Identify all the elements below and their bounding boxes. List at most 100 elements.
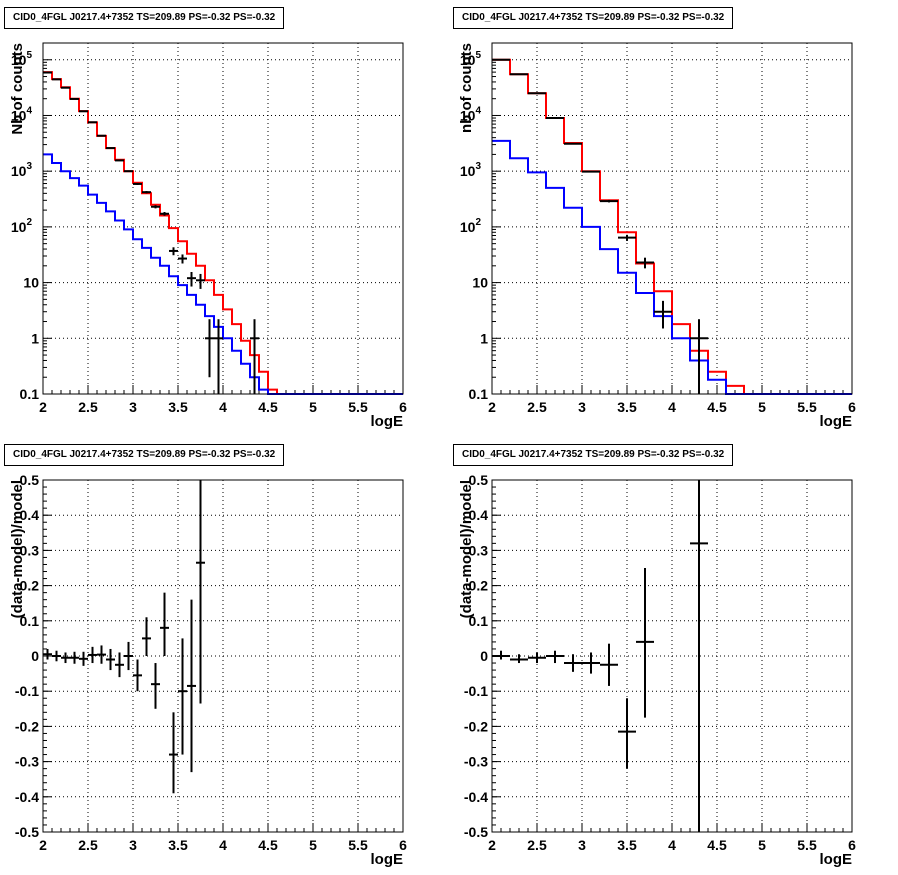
y-tick-label: 1 bbox=[31, 330, 39, 346]
x-tick-label: 2.5 bbox=[527, 837, 547, 853]
x-tick-label: 3 bbox=[129, 837, 137, 853]
x-tick-label: 3.5 bbox=[168, 837, 188, 853]
chart-title-bottom-right: CID0_4FGL J0217.4+7352 TS=209.89 PS=-0.3… bbox=[453, 444, 734, 466]
data-point bbox=[178, 254, 187, 264]
data-point bbox=[106, 648, 115, 671]
chart-pad-top-left: 2 2.5 3 3.5 4 4.5 5 5.5 60.1110102103104105logEN… bbox=[9, 42, 407, 430]
chart-pad-bottom-right: 2 2.5 3 3.5 4 4.5 5 5.5 6 -0.5 -0.4 -0.3 -0.2 -0.1 0 0.… bbox=[458, 472, 856, 868]
x-tick-label: 4.5 bbox=[258, 837, 278, 853]
data-point bbox=[636, 568, 654, 718]
data-point bbox=[133, 659, 142, 692]
data-point bbox=[115, 159, 124, 162]
x-tick-label: 4 bbox=[219, 399, 227, 415]
data-point bbox=[636, 257, 654, 269]
data-point bbox=[618, 698, 636, 769]
x-tick-label: 2 bbox=[39, 399, 47, 415]
y-tick-label: 0.5 bbox=[469, 472, 489, 488]
chart-pad-bottom-left: 2 2.5 3 3.5 4 4.5 5 5.5 6 -0.5 -0.4 -0.3 -0.2 -0.1 0 0.… bbox=[9, 472, 407, 868]
data-point bbox=[187, 271, 196, 287]
data-point bbox=[124, 170, 133, 173]
data-point bbox=[160, 212, 169, 216]
x-axis-title: logE bbox=[371, 851, 404, 868]
data-point bbox=[510, 654, 528, 664]
y-axis-title: (data-model)/model bbox=[458, 480, 475, 618]
x-tick-label: 5.5 bbox=[797, 837, 817, 853]
data-point bbox=[187, 599, 196, 773]
model-total-histogram bbox=[43, 71, 403, 395]
data-point bbox=[61, 652, 70, 664]
x-tick-label: 2 bbox=[488, 837, 496, 853]
chart-title-top-right: CID0_4FGL J0217.4+7352 TS=209.89 PS=-0.3… bbox=[453, 7, 734, 29]
data-point bbox=[564, 654, 582, 672]
y-tick-label: -0.3 bbox=[464, 754, 488, 770]
x-tick-label: 4 bbox=[668, 399, 676, 415]
y-tick-label: -0.3 bbox=[15, 754, 39, 770]
x-tick-label: 5 bbox=[309, 837, 317, 853]
y-axis-title: Nb of counts bbox=[9, 43, 26, 135]
plot-frame bbox=[491, 42, 853, 395]
x-tick-label: 2 bbox=[488, 399, 496, 415]
data-point bbox=[133, 182, 142, 185]
data-point bbox=[160, 592, 169, 656]
x-tick-label: 2.5 bbox=[78, 837, 98, 853]
x-tick-label: 3.5 bbox=[617, 837, 637, 853]
y-tick-label: 103 bbox=[460, 161, 482, 179]
y-tick-label: 0.3 bbox=[469, 542, 489, 558]
x-tick-label: 5.5 bbox=[348, 399, 368, 415]
x-tick-label: 5 bbox=[758, 837, 766, 853]
y-tick-label: 0.1 bbox=[469, 613, 489, 629]
plot-frame bbox=[491, 479, 853, 833]
data-point bbox=[528, 652, 546, 664]
data-point bbox=[196, 480, 205, 704]
data-point bbox=[582, 652, 600, 674]
data-point bbox=[178, 638, 187, 755]
y-tick-label: -0.5 bbox=[15, 824, 39, 840]
x-tick-label: 2.5 bbox=[78, 399, 98, 415]
data-point bbox=[115, 652, 124, 678]
y-tick-label: 10 bbox=[23, 275, 39, 291]
y-tick-label: 0 bbox=[31, 648, 39, 664]
y-tick-label: 0.2 bbox=[469, 578, 489, 594]
x-tick-label: 5 bbox=[758, 399, 766, 415]
y-tick-label: 10 bbox=[472, 275, 488, 291]
y-tick-label: 103 bbox=[11, 161, 33, 179]
y-tick-label: -0.1 bbox=[464, 683, 488, 699]
y-tick-label: 0.3 bbox=[20, 542, 40, 558]
y-tick-label: -0.2 bbox=[15, 718, 39, 734]
data-point bbox=[492, 650, 510, 660]
data-point bbox=[600, 199, 618, 203]
y-tick-label: 102 bbox=[460, 217, 482, 235]
data-point bbox=[106, 147, 115, 150]
data-point bbox=[546, 650, 564, 664]
y-tick-label: 1 bbox=[480, 330, 488, 346]
y-tick-label: 0.1 bbox=[20, 613, 40, 629]
plot-frame bbox=[42, 42, 404, 395]
data-point bbox=[169, 712, 178, 794]
y-tick-label: -0.4 bbox=[464, 789, 488, 805]
x-tick-label: 6 bbox=[399, 837, 407, 853]
y-tick-label: 0.1 bbox=[469, 386, 489, 402]
y-tick-label: 0.2 bbox=[20, 578, 40, 594]
data-point bbox=[214, 319, 223, 394]
x-tick-label: 2 bbox=[39, 837, 47, 853]
x-tick-label: 6 bbox=[399, 399, 407, 415]
chart-title-bottom-left: CID0_4FGL J0217.4+7352 TS=209.89 PS=-0.3… bbox=[4, 444, 285, 466]
x-axis-title: logE bbox=[820, 851, 853, 868]
data-point bbox=[618, 234, 636, 241]
x-tick-label: 4.5 bbox=[258, 399, 278, 415]
y-tick-label: 102 bbox=[11, 217, 33, 235]
plot-frame bbox=[42, 479, 404, 833]
y-tick-label: 0.5 bbox=[20, 472, 40, 488]
data-point bbox=[151, 205, 160, 209]
y-axis-title: (data-model)/model bbox=[9, 480, 26, 618]
data-point bbox=[88, 121, 97, 124]
data-point bbox=[546, 117, 564, 120]
y-tick-label: -0.1 bbox=[15, 683, 39, 699]
y-tick-label: -0.2 bbox=[464, 718, 488, 734]
data-point bbox=[79, 651, 88, 666]
x-tick-label: 4.5 bbox=[707, 837, 727, 853]
data-point bbox=[142, 617, 151, 656]
x-tick-label: 5 bbox=[309, 399, 317, 415]
data-point bbox=[690, 319, 708, 394]
y-tick-label: 0.1 bbox=[20, 386, 40, 402]
